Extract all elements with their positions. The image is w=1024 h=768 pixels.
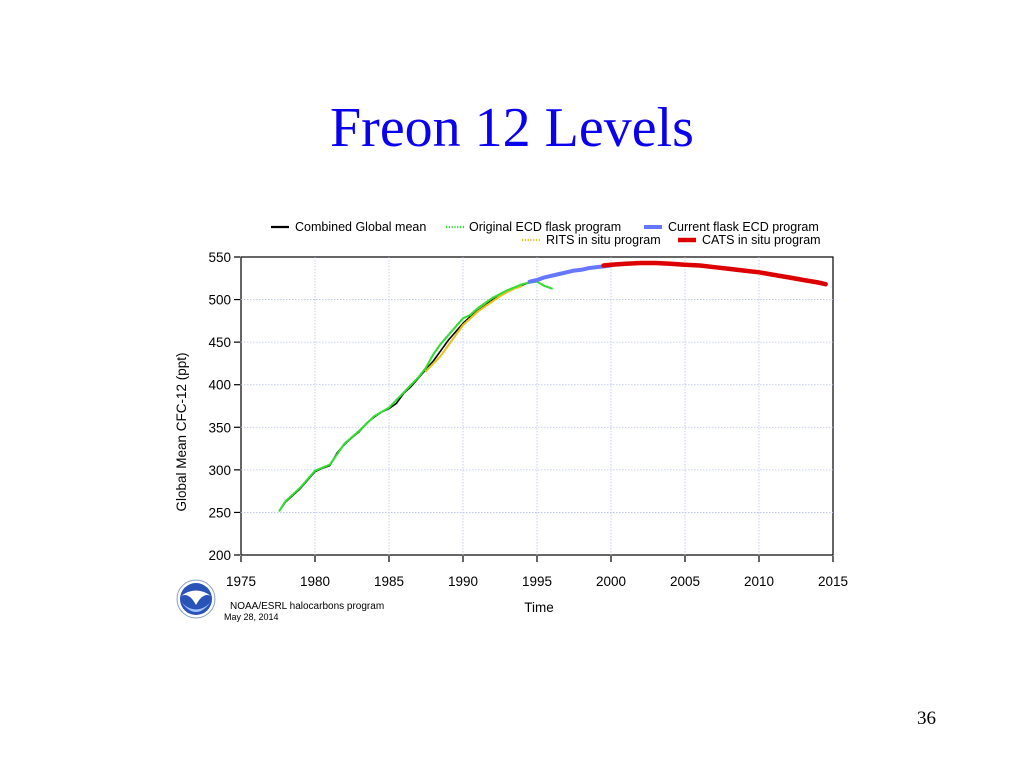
chart-grid <box>241 257 833 555</box>
series-line-3 <box>424 284 524 373</box>
x-tick-label: 2005 <box>670 574 700 589</box>
chart-legend: Combined Global mean Original ECD flask p… <box>271 220 821 247</box>
y-tick-label: 300 <box>208 463 231 478</box>
x-tick-label: 2000 <box>596 574 626 589</box>
y-tick-label: 450 <box>208 335 231 350</box>
series-line-4 <box>601 260 828 287</box>
y-tick-label: 550 <box>208 250 231 265</box>
plot-frame <box>240 256 834 556</box>
x-tick-label: 2015 <box>818 574 848 589</box>
legend-label-2: Current flask ECD program <box>668 220 819 234</box>
chart-axes: 1975 1980 1985 1990 1995 2000 2005 2010 2015 200 2… <box>208 250 848 589</box>
y-axis-label: Global Mean CFC-12 (ppt) <box>174 352 189 511</box>
legend-label-1: Original ECD flask program <box>469 220 621 234</box>
slide-title: Freon 12 Levels <box>330 97 694 159</box>
y-tick-label: 400 <box>208 378 231 393</box>
credit-date: May 28, 2014 <box>224 612 279 622</box>
x-tick-label: 2010 <box>744 574 774 589</box>
y-tick-label: 200 <box>208 548 231 563</box>
page-number: 36 <box>917 708 936 729</box>
credit-org: NOAA/ESRL halocarbons program <box>230 601 384 612</box>
y-tick-label: 500 <box>208 293 231 308</box>
legend-label-4: CATS in situ program <box>702 233 821 247</box>
legend-label-3: RITS in situ program <box>546 233 661 247</box>
series-line-2 <box>527 263 613 284</box>
legend-label-0: Combined Global mean <box>295 220 426 234</box>
series-layer <box>278 260 828 512</box>
y-tick-label: 350 <box>208 420 231 435</box>
x-tick-label: 1995 <box>522 574 552 589</box>
x-tick-label: 1975 <box>226 574 256 589</box>
y-tick-label: 250 <box>208 505 231 520</box>
series-line-1 <box>278 280 553 512</box>
noaa-logo-icon <box>176 579 216 619</box>
x-tick-label: 1980 <box>300 574 330 589</box>
x-tick-label: 1985 <box>374 574 404 589</box>
x-tick-label: 1990 <box>448 574 478 589</box>
x-axis-label: Time <box>524 600 554 615</box>
